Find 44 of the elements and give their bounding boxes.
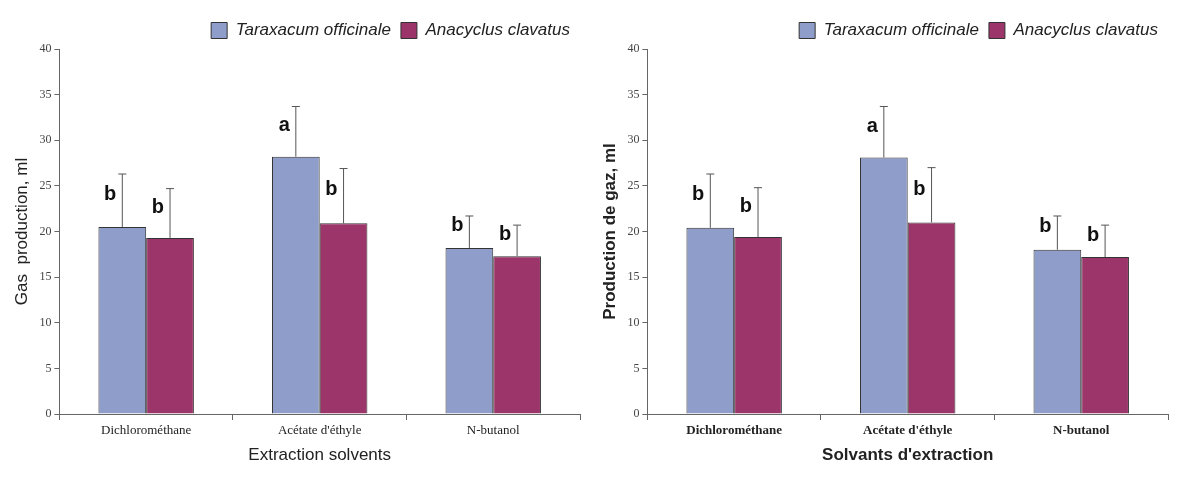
y-tick-label: 0 [45, 406, 52, 421]
y-tick-label: 15 [627, 269, 640, 284]
data-label: b [325, 177, 338, 200]
y-tick-label: 15 [39, 269, 52, 284]
data-label: a [866, 113, 879, 136]
y-tick-label: 25 [627, 178, 640, 193]
y-tick-label: 40 [627, 41, 640, 56]
y-tick-label: 5 [633, 360, 640, 375]
data-label: a [278, 113, 291, 136]
x-tick-label: N-butanol [466, 422, 520, 438]
y-tick-label: 10 [627, 314, 640, 329]
y-tick-label: 20 [39, 223, 52, 238]
x-tick-label: Dichlorométhane [101, 422, 192, 438]
y-axis-title: Production de gaz, ml [599, 143, 619, 320]
y-tick-label: 25 [39, 178, 52, 193]
y-tick-label: 5 [45, 360, 52, 375]
data-label: b [1039, 214, 1052, 237]
y-tick-label: 40 [39, 41, 52, 56]
legend-label: Taraxacum officinale [235, 20, 391, 40]
x-tick-label: N-butanol [1053, 422, 1110, 438]
data-label: b [1086, 222, 1100, 245]
y-tick-label: 0 [633, 406, 640, 421]
data-label: b [498, 222, 512, 245]
data-label: b [739, 193, 753, 216]
y-tick-label: 20 [627, 223, 640, 238]
y-tick-label: 30 [627, 132, 640, 147]
y-axis-title: Gas production, ml [11, 157, 31, 306]
legend-label: Anacyclus clavatus [424, 20, 571, 40]
data-label: b [913, 176, 926, 199]
data-label: b [104, 181, 117, 204]
x-tick-label: Acétate d'éthyle [863, 422, 953, 438]
data-label: b [151, 194, 165, 217]
x-tick-label: Dichlorométhane [686, 422, 783, 438]
x-axis-title: Extraction solvents [248, 445, 392, 465]
legend-label: Anacyclus clavatus [1012, 20, 1159, 40]
data-label: b [692, 182, 705, 205]
y-tick-label: 35 [39, 86, 52, 101]
y-tick-label: 35 [627, 86, 640, 101]
y-tick-label: 10 [39, 314, 52, 329]
y-tick-label: 30 [39, 132, 52, 147]
data-label: b [451, 213, 464, 236]
x-tick-label: Acétate d'éthyle [277, 422, 362, 438]
x-axis-title: Solvants d'extraction [822, 445, 994, 465]
legend-label: Taraxacum officinale [823, 20, 979, 40]
